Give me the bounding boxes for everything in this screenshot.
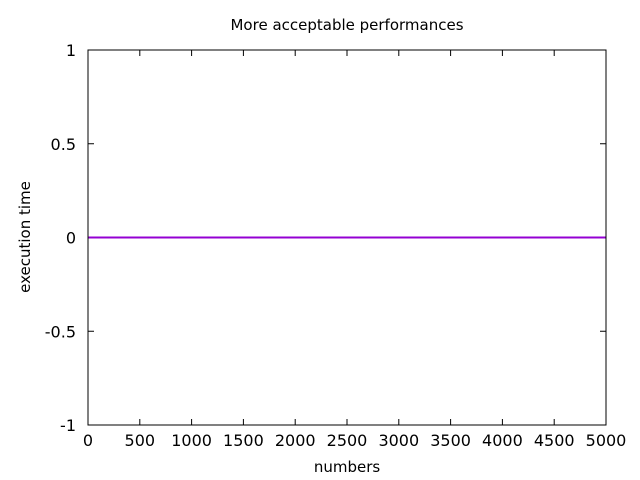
x-tick-label: 4000 [482,431,523,450]
y-tick-label: 0.5 [51,135,76,154]
x-tick-label: 5000 [586,431,627,450]
x-tick-label: 2500 [327,431,368,450]
x-tick-label: 4500 [534,431,575,450]
x-axis-title: numbers [314,458,381,476]
x-tick-label: 0 [83,431,93,450]
y-axis-title: execution time [16,181,34,293]
y-tick-label: -0.5 [45,322,76,341]
x-tick-label: 500 [125,431,156,450]
y-tick-label: -1 [60,416,76,435]
x-tick-label: 1000 [171,431,212,450]
x-tick-label: 1500 [223,431,264,450]
x-tick-label: 3000 [378,431,419,450]
y-tick-label: 1 [66,41,76,60]
x-tick-label: 3500 [430,431,471,450]
plot-frame [87,49,607,426]
axis-tick-labels: 0 500 1000 1500 2000 2500 3000 3500 4000 4500 5000… [45,41,627,450]
chart-title: More acceptable performances [230,16,463,34]
y-tick-label: 0 [66,229,76,248]
x-tick-label: 2000 [275,431,316,450]
